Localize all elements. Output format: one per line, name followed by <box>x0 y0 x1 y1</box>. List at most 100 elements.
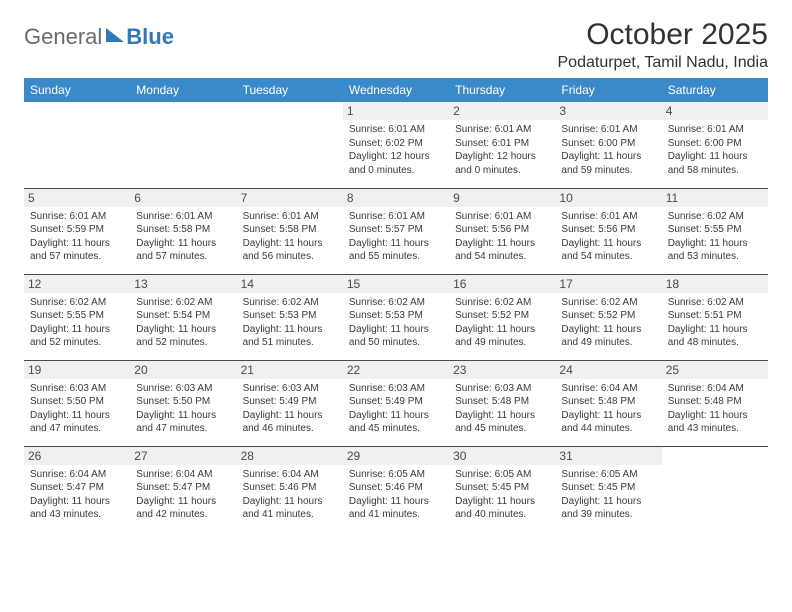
day-detail: Sunrise: 6:04 AMSunset: 5:46 PMDaylight:… <box>243 468 337 522</box>
weekday-header: Saturday <box>662 78 768 102</box>
calendar-day-cell: 15 Sunrise: 6:02 AMSunset: 5:53 PMDayligh… <box>343 274 449 360</box>
calendar-day-cell: 8 Sunrise: 6:01 AMSunset: 5:57 PMDaylight… <box>343 188 449 274</box>
day-detail: Sunrise: 6:03 AMSunset: 5:49 PMDaylight:… <box>243 382 337 436</box>
calendar-day-cell: 13Sunrise: 6:02 AMSunset: 5:54 PMDayligh… <box>130 274 236 360</box>
day-detail: Sunrise: 6:01 AMSunset: 6:00 PMDaylight:… <box>668 123 762 177</box>
weekday-header: Thursday <box>449 78 555 102</box>
calendar-day-cell: 11 Sunrise: 6:02 AMSunset: 5:55 PMDayligh… <box>662 188 768 274</box>
day-number: 17 <box>555 275 661 293</box>
calendar-day-cell: 26 Sunrise: 6:04 AMSunset: 5:47 PMDayligh… <box>24 446 130 532</box>
calendar-empty-cell <box>24 102 130 188</box>
day-number: 28 <box>237 447 343 465</box>
weekday-header: Monday <box>130 78 236 102</box>
calendar-week-row: 19 Sunrise: 6:03 AMSunset: 5:50 PMDayligh… <box>24 360 768 446</box>
day-number: 18 <box>662 275 768 293</box>
day-detail: Sunrise: 6:05 AMSunset: 5:45 PMDaylight:… <box>455 468 549 522</box>
calendar-day-cell: 28 Sunrise: 6:04 AMSunset: 5:46 PMDayligh… <box>237 446 343 532</box>
day-detail: Sunrise: 6:01 AMSunset: 5:56 PMDaylight:… <box>561 210 655 264</box>
calendar-empty-cell <box>237 102 343 188</box>
day-number: 15 <box>343 275 449 293</box>
calendar-day-cell: 22 Sunrise: 6:03 AMSunset: 5:49 PMDayligh… <box>343 360 449 446</box>
day-detail: Sunrise: 6:01 AMSunset: 5:56 PMDaylight:… <box>455 210 549 264</box>
calendar-day-cell: 17 Sunrise: 6:02 AMSunset: 5:52 PMDayligh… <box>555 274 661 360</box>
calendar-day-cell: 7 Sunrise: 6:01 AMSunset: 5:58 PMDaylight… <box>237 188 343 274</box>
logo-text-blue: Blue <box>126 24 174 50</box>
calendar-week-row: 26 Sunrise: 6:04 AMSunset: 5:47 PMDayligh… <box>24 446 768 532</box>
weekday-header: Sunday <box>24 78 130 102</box>
day-detail: Sunrise: 6:04 AMSunset: 5:47 PMDaylight:… <box>136 468 230 522</box>
logo: General Blue <box>24 18 174 50</box>
month-title: October 2025 <box>558 18 769 52</box>
header: General Blue October 2025 Podaturpet, Ta… <box>24 18 768 72</box>
day-number: 14 <box>237 275 343 293</box>
day-number: 11 <box>662 189 768 207</box>
calendar-table: SundayMondayTuesdayWednesdayThursdayFrid… <box>24 78 768 532</box>
calendar-week-row: 12Sunrise: 6:02 AMSunset: 5:55 PMDayligh… <box>24 274 768 360</box>
day-detail: Sunrise: 6:02 AMSunset: 5:55 PMDaylight:… <box>30 296 124 350</box>
calendar-day-cell: 14 Sunrise: 6:02 AMSunset: 5:53 PMDayligh… <box>237 274 343 360</box>
day-number: 5 <box>24 189 130 207</box>
day-detail: Sunrise: 6:01 AMSunset: 5:58 PMDaylight:… <box>136 210 230 264</box>
calendar-day-cell: 18 Sunrise: 6:02 AMSunset: 5:51 PMDayligh… <box>662 274 768 360</box>
day-number: 22 <box>343 361 449 379</box>
calendar-empty-cell <box>662 446 768 532</box>
day-detail: Sunrise: 6:02 AMSunset: 5:51 PMDaylight:… <box>668 296 762 350</box>
calendar-day-cell: 9 Sunrise: 6:01 AMSunset: 5:56 PMDaylight… <box>449 188 555 274</box>
day-detail: Sunrise: 6:04 AMSunset: 5:47 PMDaylight:… <box>30 468 124 522</box>
calendar-page: General Blue October 2025 Podaturpet, Ta… <box>0 0 792 550</box>
day-number: 19 <box>24 361 130 379</box>
day-detail: Sunrise: 6:02 AMSunset: 5:53 PMDaylight:… <box>349 296 443 350</box>
location-text: Podaturpet, Tamil Nadu, India <box>558 54 769 72</box>
calendar-week-row: 1Sunrise: 6:01 AMSunset: 6:02 PMDaylight… <box>24 102 768 188</box>
day-number: 3 <box>555 102 661 120</box>
day-detail: Sunrise: 6:01 AMSunset: 5:58 PMDaylight:… <box>243 210 337 264</box>
day-detail: Sunrise: 6:03 AMSunset: 5:50 PMDaylight:… <box>136 382 230 436</box>
calendar-day-cell: 21 Sunrise: 6:03 AMSunset: 5:49 PMDayligh… <box>237 360 343 446</box>
day-number: 30 <box>449 447 555 465</box>
day-detail: Sunrise: 6:03 AMSunset: 5:50 PMDaylight:… <box>30 382 124 436</box>
day-number: 23 <box>449 361 555 379</box>
day-number: 21 <box>237 361 343 379</box>
title-block: October 2025 Podaturpet, Tamil Nadu, Ind… <box>558 18 769 72</box>
calendar-day-cell: 27 Sunrise: 6:04 AMSunset: 5:47 PMDayligh… <box>130 446 236 532</box>
day-detail: Sunrise: 6:01 AMSunset: 6:00 PMDaylight:… <box>561 123 655 177</box>
day-number: 27 <box>130 447 236 465</box>
day-number: 26 <box>24 447 130 465</box>
day-detail: Sunrise: 6:02 AMSunset: 5:54 PMDaylight:… <box>136 296 230 350</box>
calendar-day-cell: 23 Sunrise: 6:03 AMSunset: 5:48 PMDayligh… <box>449 360 555 446</box>
day-number: 29 <box>343 447 449 465</box>
day-number: 9 <box>449 189 555 207</box>
day-detail: Sunrise: 6:02 AMSunset: 5:52 PMDaylight:… <box>561 296 655 350</box>
day-detail: Sunrise: 6:03 AMSunset: 5:49 PMDaylight:… <box>349 382 443 436</box>
calendar-day-cell: 20Sunrise: 6:03 AMSunset: 5:50 PMDayligh… <box>130 360 236 446</box>
day-detail: Sunrise: 6:02 AMSunset: 5:53 PMDaylight:… <box>243 296 337 350</box>
calendar-day-cell: 2Sunrise: 6:01 AMSunset: 6:01 PMDaylight… <box>449 102 555 188</box>
calendar-day-cell: 30 Sunrise: 6:05 AMSunset: 5:45 PMDayligh… <box>449 446 555 532</box>
weekday-row: SundayMondayTuesdayWednesdayThursdayFrid… <box>24 78 768 102</box>
calendar-day-cell: 25Sunrise: 6:04 AMSunset: 5:48 PMDayligh… <box>662 360 768 446</box>
day-detail: Sunrise: 6:05 AMSunset: 5:45 PMDaylight:… <box>561 468 655 522</box>
day-detail: Sunrise: 6:01 AMSunset: 5:59 PMDaylight:… <box>30 210 124 264</box>
calendar-body: 1Sunrise: 6:01 AMSunset: 6:02 PMDaylight… <box>24 102 768 532</box>
calendar-day-cell: 19 Sunrise: 6:03 AMSunset: 5:50 PMDayligh… <box>24 360 130 446</box>
day-number: 7 <box>237 189 343 207</box>
weekday-header: Wednesday <box>343 78 449 102</box>
day-detail: Sunrise: 6:03 AMSunset: 5:48 PMDaylight:… <box>455 382 549 436</box>
weekday-header: Friday <box>555 78 661 102</box>
day-detail: Sunrise: 6:02 AMSunset: 5:55 PMDaylight:… <box>668 210 762 264</box>
day-detail: Sunrise: 6:01 AMSunset: 5:57 PMDaylight:… <box>349 210 443 264</box>
logo-triangle-icon <box>106 28 124 42</box>
calendar-day-cell: 29Sunrise: 6:05 AMSunset: 5:46 PMDayligh… <box>343 446 449 532</box>
calendar-day-cell: 24Sunrise: 6:04 AMSunset: 5:48 PMDayligh… <box>555 360 661 446</box>
calendar-day-cell: 1Sunrise: 6:01 AMSunset: 6:02 PMDaylight… <box>343 102 449 188</box>
day-number: 8 <box>343 189 449 207</box>
day-number: 10 <box>555 189 661 207</box>
calendar-head: SundayMondayTuesdayWednesdayThursdayFrid… <box>24 78 768 102</box>
day-number: 1 <box>343 102 449 120</box>
day-number: 31 <box>555 447 661 465</box>
day-number: 16 <box>449 275 555 293</box>
calendar-day-cell: 12Sunrise: 6:02 AMSunset: 5:55 PMDayligh… <box>24 274 130 360</box>
calendar-day-cell: 3 Sunrise: 6:01 AMSunset: 6:00 PMDaylight… <box>555 102 661 188</box>
calendar-day-cell: 4Sunrise: 6:01 AMSunset: 6:00 PMDaylight… <box>662 102 768 188</box>
day-number: 2 <box>449 102 555 120</box>
